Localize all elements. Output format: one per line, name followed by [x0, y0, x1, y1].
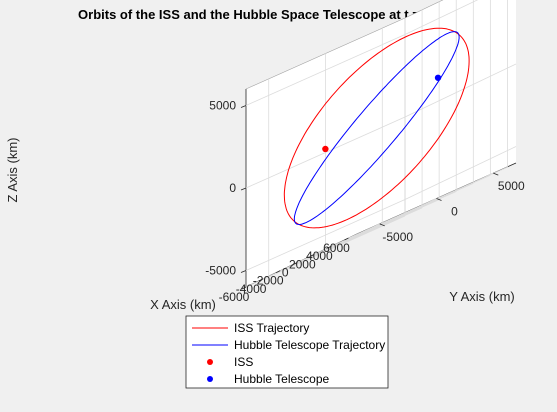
x-tick-label--4000: -4000: [236, 282, 267, 296]
series-marker-hubble-telescope: [434, 74, 442, 81]
tick-labels: -6000-4000-20000200040006000-500005000-5…: [205, 99, 525, 305]
legend-swatch-hubble-telescope: [207, 376, 213, 382]
x-tick--4000: [258, 278, 264, 282]
y-tick--5000: [379, 223, 385, 227]
z-tick-label-5000: 5000: [209, 99, 236, 113]
legend-entries: ISS Trajectory Hubble Telescope Trajector…: [192, 321, 385, 386]
x-tick-0: [293, 262, 298, 265]
x-tick--2000: [275, 270, 281, 274]
series-line-hubble-telescope-trajectory: [293, 31, 460, 226]
tick-marks: [240, 105, 499, 290]
legend-label-iss: ISS: [234, 355, 253, 369]
x-tick-label--6000: -6000: [219, 290, 250, 304]
y-tick-label-5000: 5000: [498, 179, 525, 193]
x-tick-label-6000: 6000: [323, 241, 350, 255]
back-wall-y: [405, 0, 516, 216]
y-tick-0: [436, 198, 442, 201]
grid-floor-y-5000: [382, 172, 494, 227]
y-tick-label--5000: -5000: [382, 230, 413, 244]
grid-wall-z-back-0: [404, 63, 517, 118]
axes-box: [245, 0, 517, 288]
grid-wall-z-back-5000: [404, 0, 479, 35]
series-marker-iss: [322, 145, 329, 153]
x-tick-label--2000: -2000: [253, 274, 284, 288]
grid-lines: [245, 0, 517, 288]
z-axis-label: Z Axis (km): [5, 138, 20, 203]
x-tick-label-2000: 2000: [289, 257, 316, 271]
x-axis-label: X Axis (km): [150, 297, 216, 312]
y-tick-5000: [493, 172, 499, 176]
legend-label-hubble-telescope-trajectory: Hubble Telescope Trajectory: [234, 338, 385, 352]
box-edge-top-back: [404, 0, 444, 19]
grid-wall-z-left-0: [245, 116, 406, 189]
legend-label-hubble-telescope: Hubble Telescope: [234, 372, 330, 386]
series-line-iss-trajectory: [283, 27, 470, 229]
x-tick--6000: [241, 286, 247, 290]
x-tick-label-4000: 4000: [306, 249, 333, 263]
grid-floor-y-0: [325, 198, 437, 252]
grid-wall-z-left--5000: [245, 199, 406, 271]
y-axis-label: Y Axis (km): [449, 289, 515, 304]
z-tick-label--5000: -5000: [205, 264, 236, 278]
x-tick-label-0: 0: [282, 266, 289, 280]
grid-floor-y--5000: [268, 223, 380, 278]
legend-swatch-iss: [207, 359, 213, 365]
z-tick--5000: [240, 270, 247, 273]
legend: ISS Trajectory Hubble Telescope Trajector…: [185, 315, 389, 389]
x-tick-4000: [327, 245, 332, 249]
plot-series: [283, 27, 470, 229]
z-tick-0: [240, 187, 247, 191]
z-tick-label-0: 0: [229, 181, 236, 195]
x-tick-2000: [310, 254, 315, 257]
grid-wall-z-back--5000: [404, 146, 517, 200]
z-tick-5000: [240, 105, 247, 108]
legend-label-iss-trajectory: ISS Trajectory: [234, 321, 309, 335]
y-tick-label-0: 0: [451, 205, 458, 219]
grid-wall-z-left-5000: [245, 34, 406, 106]
x-tick-6000: [344, 237, 349, 241]
